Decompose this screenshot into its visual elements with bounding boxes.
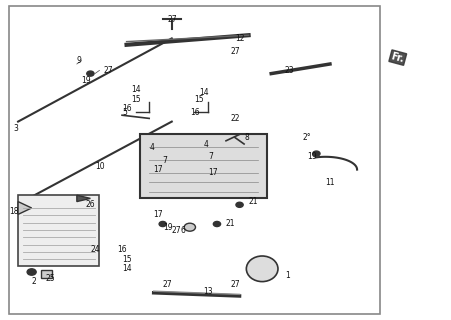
Text: 14: 14	[198, 88, 208, 97]
Text: 7: 7	[207, 152, 212, 161]
Text: 17: 17	[153, 210, 163, 219]
Text: 8: 8	[244, 133, 249, 142]
Text: 27: 27	[167, 15, 176, 24]
Text: 12: 12	[235, 34, 244, 43]
Text: 7: 7	[162, 156, 167, 164]
Text: 22: 22	[230, 114, 239, 123]
Text: 6: 6	[180, 226, 185, 235]
Text: 19: 19	[307, 152, 316, 161]
Text: 14: 14	[122, 264, 131, 273]
Text: 15: 15	[194, 95, 203, 104]
Text: 25: 25	[45, 274, 55, 283]
Circle shape	[235, 202, 243, 207]
Text: 16: 16	[189, 108, 199, 116]
Text: 2°: 2°	[302, 133, 311, 142]
Text: 23: 23	[284, 66, 294, 75]
Text: 17: 17	[207, 168, 217, 177]
Circle shape	[213, 221, 220, 227]
Text: 27: 27	[171, 226, 181, 235]
Text: 27: 27	[230, 280, 239, 289]
Bar	[41, 270, 52, 278]
Text: 11: 11	[325, 178, 334, 187]
Circle shape	[87, 71, 94, 76]
Text: 16: 16	[117, 245, 127, 254]
Text: 1: 1	[284, 271, 289, 280]
Bar	[9, 6, 379, 314]
Text: 16: 16	[122, 104, 131, 113]
Text: 18: 18	[9, 207, 18, 216]
Text: 4: 4	[203, 140, 208, 148]
Text: 4: 4	[149, 143, 154, 152]
Bar	[18, 195, 99, 266]
Text: Fr.: Fr.	[389, 51, 405, 64]
Text: 27: 27	[104, 66, 113, 75]
Text: 27: 27	[162, 280, 172, 289]
Ellipse shape	[246, 256, 277, 282]
Text: 19: 19	[162, 223, 172, 232]
Text: 19: 19	[81, 76, 91, 84]
Text: 21: 21	[226, 220, 235, 228]
Text: 2: 2	[32, 277, 37, 286]
Text: 24: 24	[90, 245, 100, 254]
Text: 3: 3	[14, 124, 18, 132]
Text: 26: 26	[86, 200, 95, 209]
Text: 15: 15	[122, 255, 131, 264]
Text: 10: 10	[95, 162, 104, 171]
Polygon shape	[77, 195, 90, 202]
Ellipse shape	[184, 223, 195, 231]
Polygon shape	[18, 202, 32, 214]
Text: 17: 17	[153, 165, 163, 174]
Circle shape	[312, 151, 319, 156]
Text: 15: 15	[131, 95, 140, 104]
Text: 9: 9	[77, 56, 82, 65]
Text: 13: 13	[203, 287, 212, 296]
Circle shape	[27, 269, 36, 275]
Bar	[140, 134, 266, 198]
Text: 5: 5	[122, 108, 127, 116]
Circle shape	[159, 221, 166, 227]
Text: 27: 27	[230, 47, 239, 56]
Text: 14: 14	[131, 85, 140, 94]
Text: 21: 21	[248, 197, 258, 206]
